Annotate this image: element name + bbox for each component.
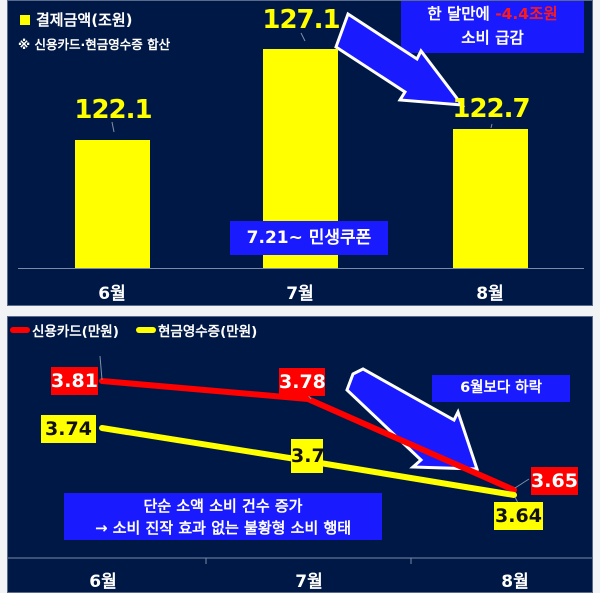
drop-arrow-icon — [111, 11, 493, 133]
legend-swatch-yellow — [20, 14, 30, 25]
value-august: 122.7 — [452, 94, 530, 124]
coupon-label: 7.21~ 민생쿠폰 — [230, 221, 388, 255]
credit-value-august: 3.65 — [531, 467, 578, 495]
drop-callout: 한 달만에 -4.4조원 소비 급감 — [401, 1, 584, 53]
credit-value-july: 3.78 — [279, 368, 326, 396]
bar-legend: 결제금액(조원) — [20, 9, 133, 30]
sum-note: ※ 신용카드·현금영수증 합산 — [18, 37, 171, 52]
cash-value-june: 3.74 — [41, 415, 96, 443]
month-july: 7월 — [286, 284, 314, 304]
callout-text-2: 소비 급감 — [461, 29, 524, 47]
note-line-2: → 소비 진작 효과 없는 불황형 소비 행태 — [94, 519, 352, 537]
decline-callout: 6월보다 하락 — [432, 375, 570, 402]
month-august: 8월 — [501, 572, 529, 592]
month-august: 8월 — [476, 284, 504, 304]
legend-cash: 현금영수증(만원) — [136, 320, 257, 340]
bar-august — [453, 129, 528, 268]
drop-amount: -4.4조원 — [495, 5, 558, 23]
credit-value-june: 3.81 — [51, 367, 98, 395]
legend-swatch-red — [10, 327, 30, 333]
cash-value-july: 3.7 — [291, 439, 325, 473]
cash-value-august: 3.64 — [494, 502, 543, 530]
month-july: 7월 — [295, 572, 323, 592]
callout-text: 한 달만에 — [427, 5, 496, 23]
value-june: 122.1 — [74, 95, 152, 125]
month-june: 6월 — [98, 284, 126, 304]
x-axis — [18, 268, 584, 269]
legend-credit: 신용카드(만원) — [10, 320, 119, 340]
bar-june — [75, 140, 150, 268]
legend-label: 신용카드(만원) — [32, 324, 119, 340]
line-chart-panel: 신용카드(만원) 현금영수증(만원) 3.81 3.78 3.65 3.74 3… — [7, 316, 593, 593]
behavior-note: 단순 소액 소비 건수 증가 → 소비 진작 효과 없는 불황형 소비 행태 — [64, 493, 382, 540]
legend-label: 현금영수증(만원) — [158, 324, 258, 340]
month-june: 6월 — [89, 572, 117, 592]
note-line-1: 단순 소액 소비 건수 증가 — [143, 497, 303, 515]
legend-label: 결제금액(조원) — [36, 11, 133, 29]
legend-swatch-yellow — [136, 327, 156, 333]
value-july: 127.1 — [262, 5, 340, 35]
bar-chart-panel: 결제금액(조원) ※ 신용카드·현금영수증 합산 한 달만에 -4.4조원 소비… — [7, 0, 593, 306]
